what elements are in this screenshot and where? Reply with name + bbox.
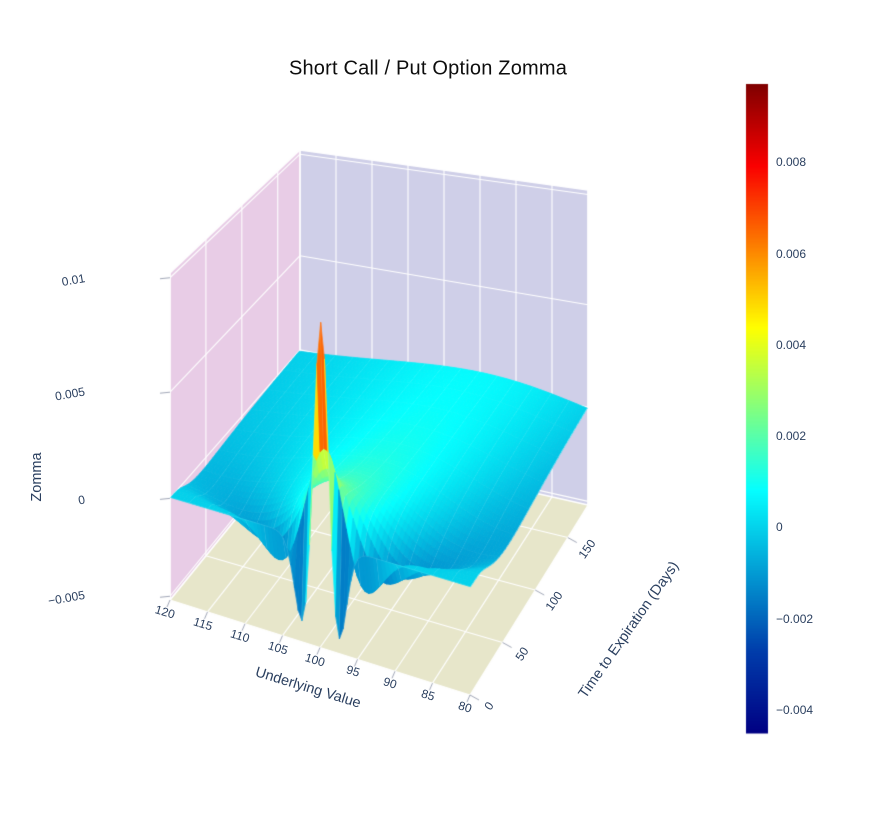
- chart-title: Short Call / Put Option Zomma: [288, 57, 568, 80]
